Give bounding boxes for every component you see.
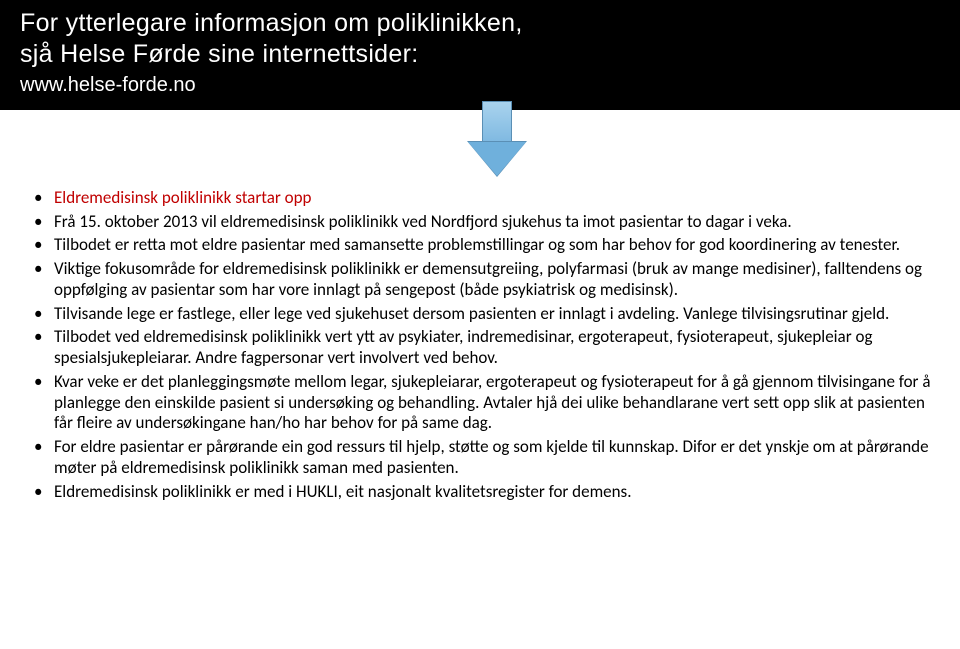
bullet-list: Eldremedisinsk poliklinikk startar opp F… bbox=[32, 188, 932, 505]
bullet-text: Eldremedisinsk poliklinikk er med i HUKL… bbox=[54, 481, 632, 502]
bullet-item: Frå 15. oktober 2013 vil eldremedisinsk … bbox=[32, 212, 932, 233]
bullet-text: Tilbodet ved eldremedisinsk poliklinikk … bbox=[54, 326, 872, 368]
bullet-title: Eldremedisinsk poliklinikk startar opp bbox=[54, 187, 311, 208]
bullet-text: Viktige fokusområde for eldremedisinsk p… bbox=[54, 258, 922, 300]
bullet-item: Tilbodet ved eldremedisinsk poliklinikk … bbox=[32, 327, 932, 368]
arrow-shaft bbox=[482, 101, 512, 143]
bullet-item: Tilbodet er retta mot eldre pasientar me… bbox=[32, 235, 932, 256]
header-line-1: For ytterlegare informasjon om poliklini… bbox=[20, 8, 940, 39]
bullet-item: Eldremedisinsk poliklinikk startar opp bbox=[32, 188, 932, 209]
bullet-text: Tilvisande lege er fastlege, eller lege … bbox=[54, 303, 889, 324]
bullet-text: For eldre pasientar er pårørande ein god… bbox=[54, 436, 929, 478]
bullet-item: Eldremedisinsk poliklinikk er med i HUKL… bbox=[32, 482, 932, 503]
slide: For ytterlegare informasjon om poliklini… bbox=[0, 0, 960, 649]
bullet-text: Kvar veke er det planleggingsmøte mellom… bbox=[54, 371, 930, 433]
header-line-2: sjå Helse Førde sine internettsider: bbox=[20, 39, 940, 70]
header-url: www.helse-forde.no bbox=[20, 73, 940, 98]
arrow-head bbox=[468, 142, 526, 176]
bullet-item: For eldre pasientar er pårørande ein god… bbox=[32, 437, 932, 478]
bullet-item: Viktige fokusområde for eldremedisinsk p… bbox=[32, 259, 932, 300]
down-arrow-icon bbox=[468, 101, 526, 179]
header-band: For ytterlegare informasjon om poliklini… bbox=[0, 0, 960, 110]
bullet-item: Tilvisande lege er fastlege, eller lege … bbox=[32, 304, 932, 325]
bullet-text: Frå 15. oktober 2013 vil eldremedisinsk … bbox=[54, 211, 792, 232]
bullet-text: Tilbodet er retta mot eldre pasientar me… bbox=[54, 234, 900, 255]
bullet-item: Kvar veke er det planleggingsmøte mellom… bbox=[32, 372, 932, 434]
